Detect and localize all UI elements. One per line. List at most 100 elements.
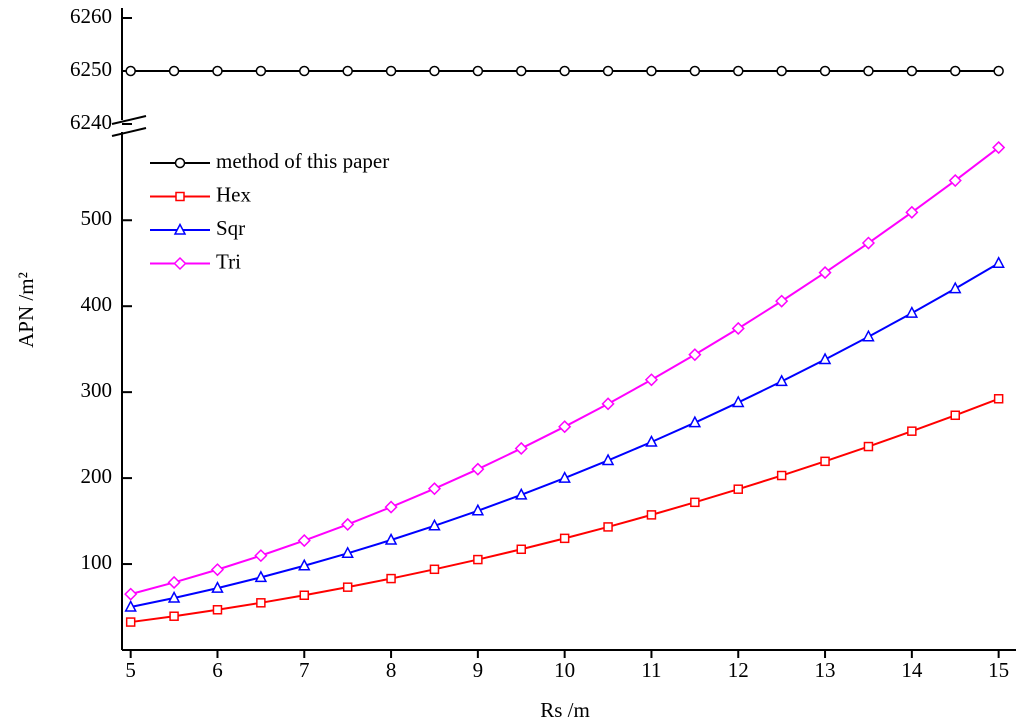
marker <box>515 487 528 500</box>
legend-label: Tri <box>216 249 241 273</box>
legend-marker <box>175 191 185 202</box>
marker <box>167 575 181 590</box>
marker <box>861 236 876 250</box>
marker <box>949 65 961 77</box>
marker <box>603 522 613 532</box>
marker <box>645 434 658 447</box>
marker <box>992 140 1006 155</box>
y-tick-label: 300 <box>81 378 113 402</box>
x-axis-label: Rs /m <box>540 698 590 722</box>
marker <box>602 65 614 77</box>
y-tick-label: 400 <box>81 292 113 316</box>
legend-marker <box>173 256 187 271</box>
marker <box>342 65 353 77</box>
marker <box>472 65 484 77</box>
y-tick-label: 6250 <box>70 57 112 81</box>
marker <box>384 532 398 545</box>
marker <box>342 582 353 592</box>
marker <box>299 65 310 77</box>
marker <box>601 397 615 411</box>
marker <box>818 266 832 280</box>
marker <box>212 605 223 615</box>
marker <box>429 564 440 575</box>
marker <box>211 581 224 593</box>
marker <box>471 503 485 516</box>
marker <box>733 65 744 77</box>
marker <box>690 497 700 508</box>
marker <box>341 546 354 559</box>
marker <box>731 321 745 336</box>
marker <box>907 426 917 436</box>
y-tick-label: 500 <box>81 206 113 230</box>
marker <box>254 570 268 583</box>
x-tick-label: 11 <box>641 658 661 682</box>
y-tick-label: 6260 <box>70 4 112 28</box>
marker <box>212 65 223 77</box>
marker <box>169 611 179 621</box>
marker <box>558 470 571 483</box>
marker <box>124 599 137 612</box>
marker <box>256 598 266 608</box>
marker <box>993 65 1004 77</box>
marker <box>992 256 1005 268</box>
marker <box>601 453 615 466</box>
marker <box>516 544 527 555</box>
marker <box>168 65 180 77</box>
marker <box>863 65 874 77</box>
marker <box>862 329 875 342</box>
marker <box>949 281 962 294</box>
marker <box>905 205 919 219</box>
marker <box>950 410 960 421</box>
legend-label: Sqr <box>216 216 245 240</box>
marker <box>644 373 659 387</box>
marker <box>427 482 442 496</box>
marker <box>298 558 311 571</box>
x-tick-label: 9 <box>473 658 484 682</box>
marker <box>819 65 831 77</box>
marker <box>688 348 702 362</box>
marker <box>688 415 702 428</box>
marker <box>776 470 787 481</box>
marker <box>559 65 570 77</box>
marker <box>775 374 788 387</box>
marker <box>732 395 745 408</box>
marker <box>471 462 485 476</box>
legend-marker <box>174 157 186 169</box>
marker <box>733 484 744 494</box>
x-tick-label: 8 <box>386 658 397 682</box>
x-tick-label: 6 <box>212 658 223 682</box>
marker <box>385 65 397 77</box>
y-tick-label: 6240 <box>70 110 112 134</box>
marker <box>948 173 962 188</box>
series-line <box>130 146 1000 596</box>
marker <box>818 352 832 365</box>
legend-marker <box>173 222 187 235</box>
x-tick-label: 12 <box>728 658 749 682</box>
x-tick-label: 10 <box>554 658 575 682</box>
x-tick-label: 7 <box>299 658 310 682</box>
x-tick-label: 5 <box>125 658 136 682</box>
marker <box>993 394 1004 404</box>
marker <box>125 617 136 627</box>
x-tick-label: 13 <box>815 658 836 682</box>
marker <box>906 65 918 77</box>
axis-break <box>111 115 147 125</box>
marker <box>341 517 355 531</box>
marker <box>384 500 398 514</box>
marker <box>905 305 919 318</box>
marker <box>473 554 483 565</box>
marker <box>210 563 225 577</box>
marker <box>429 65 440 77</box>
marker <box>559 533 570 544</box>
legend-label: Hex <box>216 182 251 206</box>
marker <box>125 65 136 77</box>
marker <box>386 573 396 584</box>
marker <box>514 441 528 456</box>
x-tick-label: 15 <box>988 658 1009 682</box>
marker <box>428 518 441 531</box>
marker <box>254 549 268 563</box>
marker <box>255 65 267 77</box>
axis-break <box>111 127 147 137</box>
